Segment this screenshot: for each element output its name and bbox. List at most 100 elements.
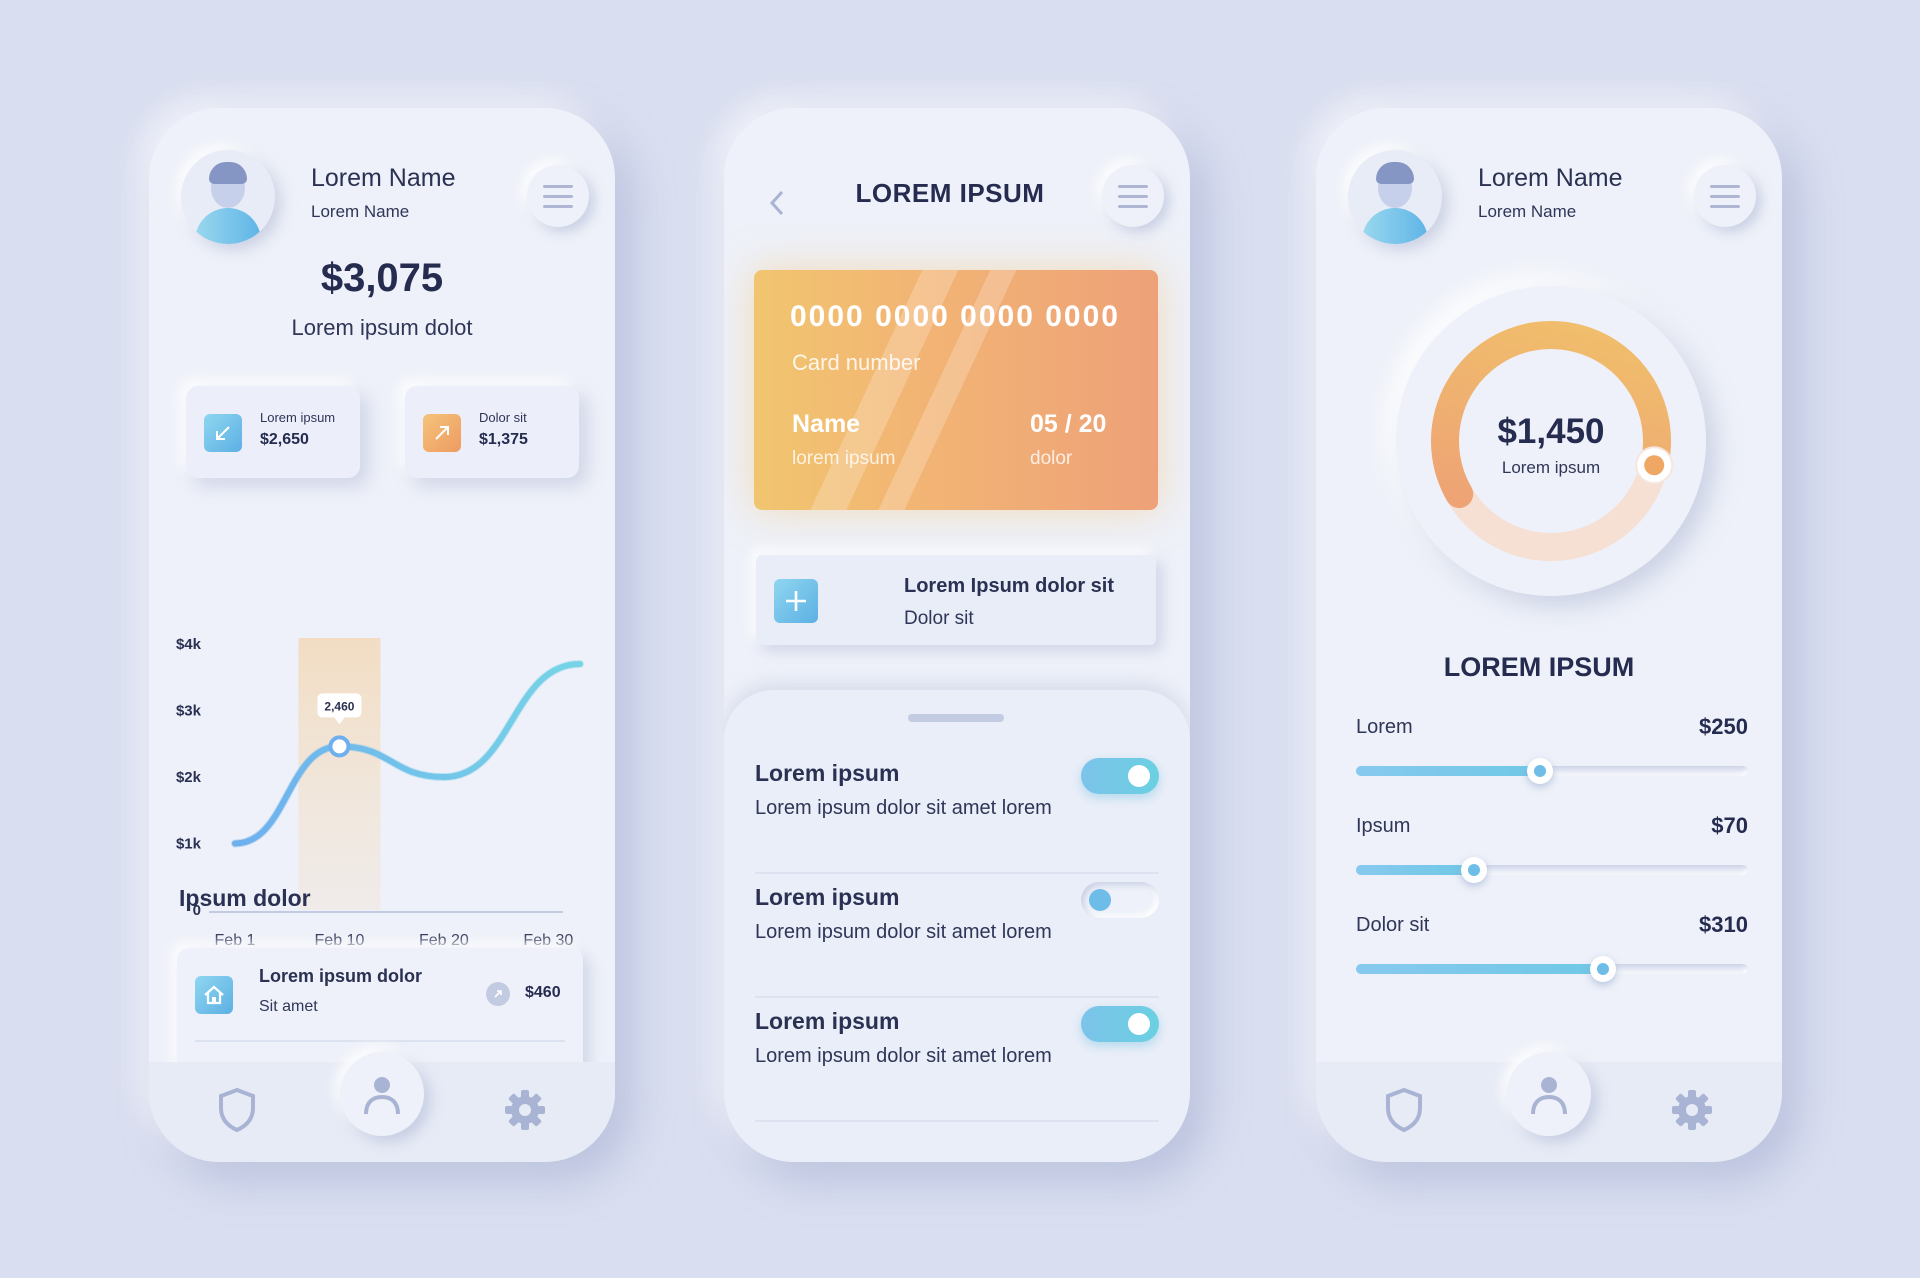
setting-title: Lorem ipsum xyxy=(755,1008,900,1034)
y-tick-label: $1k xyxy=(176,836,202,853)
avatar[interactable] xyxy=(1348,150,1442,244)
transaction-subtitle: Sit amet xyxy=(259,998,318,1015)
series-line xyxy=(232,660,583,847)
setting-row: Lorem ipsum Lorem ipsum dolor sit amet l… xyxy=(755,750,1159,874)
shield-icon[interactable] xyxy=(1374,1080,1434,1140)
phone-card: LOREM IPSUM 0000 0000 0000 0000 Card num… xyxy=(724,108,1190,1162)
divider xyxy=(755,1120,1159,1122)
settings-sheet: Lorem ipsum Lorem ipsum dolor sit amet l… xyxy=(724,690,1190,1162)
slider-thumb[interactable] xyxy=(1460,857,1487,883)
user-icon[interactable] xyxy=(1507,1052,1591,1136)
y-tick-label: $3k xyxy=(176,703,202,720)
page-title: LOREM IPSUM xyxy=(855,178,1045,208)
setting-title: Lorem ipsum xyxy=(755,760,900,786)
slider-track[interactable] xyxy=(1356,956,1748,982)
slider-fill xyxy=(1356,964,1603,974)
menu-button[interactable] xyxy=(1102,165,1164,227)
stat-card-expense[interactable]: Dolor sit $1,375 xyxy=(405,386,579,478)
x-tick-label: Feb 20 xyxy=(419,932,469,949)
slider-label: Ipsum xyxy=(1356,815,1411,837)
gear-icon[interactable] xyxy=(1662,1080,1722,1140)
card-holder-label: lorem ipsum xyxy=(792,448,896,469)
tooltip-pointer xyxy=(333,716,346,725)
card-expiry: 05 / 20 xyxy=(1030,410,1107,438)
profile-subname: Lorem Name xyxy=(1478,202,1577,221)
back-chevron-icon[interactable] xyxy=(762,188,792,218)
setting-toggle[interactable] xyxy=(1081,758,1159,794)
donut-amount: $1,450 xyxy=(1497,412,1605,451)
slider-row: Ipsum $70 xyxy=(1356,813,1748,905)
arrow-up-right-icon xyxy=(486,982,510,1006)
setting-row: Lorem ipsum Lorem ipsum dolor sit amet l… xyxy=(755,874,1159,998)
menu-button[interactable] xyxy=(527,165,589,227)
donut-label: Lorem ipsum xyxy=(1501,458,1601,477)
balance-caption: Lorem ipsum dolot xyxy=(291,315,473,340)
section-title: LOREM IPSUM xyxy=(1443,652,1635,682)
balance-line-chart: 0 $1k $2k $3k $4k Feb 1 Feb 10 Feb 20 Feb 30 2,46… xyxy=(176,636,584,949)
gear-icon[interactable] xyxy=(495,1080,555,1140)
setting-toggle[interactable] xyxy=(1081,882,1159,918)
slider-thumb[interactable] xyxy=(1589,956,1616,982)
shield-icon[interactable] xyxy=(207,1080,267,1140)
transaction-amount: $460 xyxy=(525,984,561,1001)
setting-row: Lorem ipsum Lorem ipsum dolor sit amet l… xyxy=(755,998,1159,1122)
slider-value: $250 xyxy=(1699,714,1748,739)
setting-title: Lorem ipsum xyxy=(755,884,900,910)
profile-name: Lorem Name xyxy=(1478,164,1623,192)
setting-subtitle: Lorem ipsum dolor sit amet lorem xyxy=(755,797,1052,819)
phone-dashboard: Lorem Name Lorem Name $3,075 Lorem ipsum… xyxy=(149,108,615,1162)
menu-button[interactable] xyxy=(1694,165,1756,227)
slider-label: Lorem xyxy=(1356,716,1413,738)
divider xyxy=(755,872,1159,874)
arrow-up-right-icon xyxy=(423,414,461,452)
slider-label: Dolor sit xyxy=(1356,914,1430,936)
setting-subtitle: Lorem ipsum dolor sit amet lorem xyxy=(755,1045,1052,1067)
y-tick-label: $2k xyxy=(176,769,202,786)
add-card-button[interactable]: Lorem Ipsum dolor sit Dolor sit xyxy=(756,555,1156,645)
plus-icon xyxy=(774,579,818,623)
divider xyxy=(755,996,1159,998)
slider-fill xyxy=(1356,865,1474,875)
divider xyxy=(195,1040,565,1042)
add-card-subtitle: Dolor sit xyxy=(904,608,974,629)
x-tick-label: Feb 10 xyxy=(315,932,365,949)
setting-toggle[interactable] xyxy=(1081,1006,1159,1042)
x-tick-label: Feb 1 xyxy=(215,932,256,949)
tooltip-label: 2,460 xyxy=(324,699,354,713)
y-tick-label: $4k xyxy=(176,636,202,653)
credit-card[interactable]: 0000 0000 0000 0000 Card number Name lor… xyxy=(754,270,1158,510)
slider-fill xyxy=(1356,766,1541,776)
slider-thumb[interactable] xyxy=(1527,758,1554,784)
card-expiry-label: dolor xyxy=(1030,448,1073,469)
slider-row: Dolor sit $310 xyxy=(1356,912,1748,1004)
y-tick-label: 0 xyxy=(193,902,201,919)
stat-value: $1,375 xyxy=(479,431,528,448)
tooltip-box xyxy=(317,693,362,718)
profile-name: Lorem Name xyxy=(311,164,456,192)
sheet-handle[interactable] xyxy=(908,714,1004,722)
highlight-band xyxy=(298,638,381,910)
phone-budget: Lorem Name Lorem Name $1,450 Lorem ipsum… xyxy=(1316,108,1782,1162)
transaction-title: Lorem ipsum dolor xyxy=(259,966,423,986)
balance-amount: $3,075 xyxy=(320,256,444,300)
data-point xyxy=(328,735,351,758)
stat-card-income[interactable]: Lorem ipsum $2,650 xyxy=(186,386,360,478)
slider-value: $310 xyxy=(1699,912,1748,937)
card-holder-name: Name xyxy=(792,410,861,438)
card-number: 0000 0000 0000 0000 xyxy=(790,300,1120,333)
slider-track[interactable] xyxy=(1356,758,1748,784)
user-icon[interactable] xyxy=(340,1052,424,1136)
slider-row: Lorem $250 xyxy=(1356,714,1748,806)
donut-chart: $1,450 Lorem ipsum xyxy=(1396,286,1706,596)
donut-ring xyxy=(1431,321,1674,561)
arrow-down-left-icon xyxy=(204,414,242,452)
home-icon xyxy=(195,976,233,1014)
add-card-title: Lorem Ipsum dolor sit xyxy=(904,575,1115,597)
setting-subtitle: Lorem ipsum dolor sit amet lorem xyxy=(755,921,1052,943)
profile-subname: Lorem Name xyxy=(311,202,410,221)
slider-track[interactable] xyxy=(1356,857,1748,883)
stat-value: $2,650 xyxy=(260,431,309,448)
avatar[interactable] xyxy=(181,150,275,244)
card-number-label: Card number xyxy=(792,350,921,375)
x-tick-label: Feb 30 xyxy=(523,932,573,949)
